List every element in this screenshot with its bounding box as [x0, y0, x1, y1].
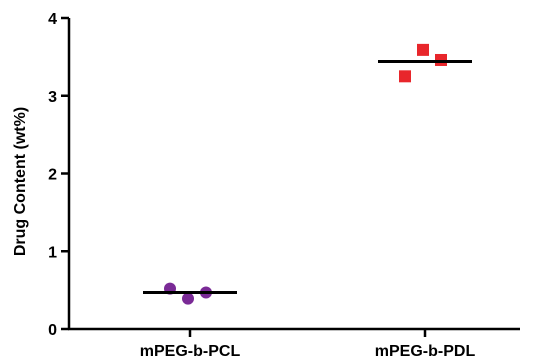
x-category-label: mPEG-b-PDL: [375, 343, 476, 360]
y-tick-label: 4: [48, 11, 57, 28]
data-point-circle: [182, 292, 194, 305]
plot-area: [143, 43, 472, 305]
x-axis: mPEG-b-PCL mPEG-b-PDL: [68, 327, 520, 360]
series-0: [143, 282, 237, 305]
data-point-square: [399, 70, 411, 83]
series-1: [378, 43, 472, 83]
y-tick-label: 3: [48, 89, 57, 106]
y-axis-title: Drug Content (wt%): [12, 107, 29, 256]
y-tick-label: 2: [48, 167, 57, 184]
y-tick-label: 0: [48, 322, 57, 339]
x-category-label: mPEG-b-PCL: [140, 343, 241, 360]
y-axis: 0 1 2 3 4: [48, 11, 71, 339]
y-tick-label: 1: [48, 244, 57, 261]
data-point-square: [417, 43, 429, 56]
data-point-square: [435, 53, 447, 66]
